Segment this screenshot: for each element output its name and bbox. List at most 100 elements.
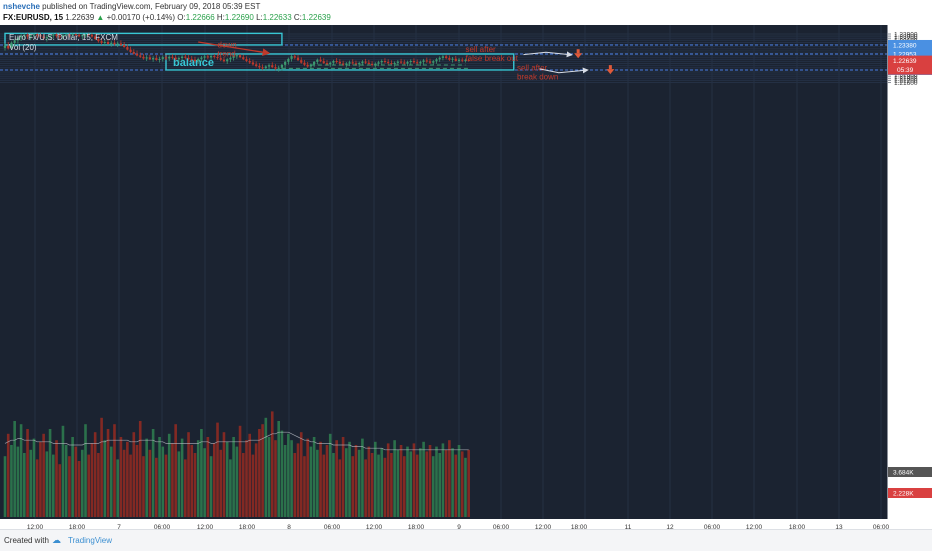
volume-bar [145, 438, 148, 517]
candle-body [100, 41, 103, 43]
price-badge [888, 55, 932, 75]
volume-bar [277, 421, 280, 517]
candle-body [23, 34, 26, 36]
break-down-arrow [539, 67, 589, 74]
volume-bar [248, 433, 252, 517]
time-tick-label: 12 [666, 524, 674, 531]
candle-body [26, 34, 29, 37]
volume-bar [164, 454, 168, 517]
candle-body [77, 34, 81, 37]
candle-body [383, 61, 387, 63]
volume-ma [4, 431, 469, 451]
candle-body [232, 56, 235, 58]
candle-body [222, 59, 226, 62]
volume-bar [448, 440, 451, 517]
candle-body [380, 61, 383, 63]
volume-bar [238, 425, 242, 517]
volume-bar [254, 443, 258, 517]
volume-bar [77, 461, 81, 517]
volume-bar [10, 445, 13, 517]
author-link[interactable]: nshevche [3, 2, 40, 11]
candle-body [55, 34, 58, 36]
candle-body [7, 45, 10, 49]
tradingview-brand[interactable]: TradingView [68, 536, 113, 545]
candle-body [174, 57, 177, 60]
candle-body [216, 56, 219, 59]
candle-body [74, 34, 77, 35]
volume-bar [158, 437, 161, 517]
volume-bar [428, 445, 432, 517]
volume-bar [155, 457, 158, 517]
high-label: H: [216, 13, 225, 22]
candle-body [258, 66, 261, 68]
time-tick-label: 18:00 [408, 524, 425, 531]
chart-plot-area[interactable]: balance down trend sell after false break o… [0, 25, 887, 519]
candle-body [342, 63, 345, 65]
candle-body [416, 62, 419, 64]
volume-bar [52, 454, 55, 517]
volume-bar [229, 459, 232, 517]
candle-body [152, 58, 155, 60]
level-badge-label: 1.22953 [893, 51, 917, 58]
candle-body [277, 67, 280, 69]
volume-bar [377, 454, 380, 517]
candle-body [161, 57, 164, 59]
time-tick-label: 18:00 [571, 524, 588, 531]
time-tick-label: 06:00 [704, 524, 721, 531]
volume-bar [55, 440, 58, 517]
volume-bar [354, 445, 358, 517]
volume-bar [45, 451, 49, 517]
volume-bar [338, 459, 342, 517]
volume-bar [425, 451, 429, 517]
volume-bar [174, 424, 177, 517]
time-tick-label: 18:00 [239, 524, 256, 531]
price-axis-svg: 1.239001.238001.237001.236001.235001.234… [888, 32, 932, 498]
sell-marker-stem [576, 49, 580, 54]
candle-body [203, 56, 206, 58]
candle-body [438, 57, 441, 60]
candle-body [393, 62, 396, 65]
volume-bar [126, 441, 129, 517]
volume-bar [390, 453, 393, 517]
candle-body [16, 37, 19, 41]
volume-bar [32, 438, 36, 517]
volume-bar [441, 443, 445, 517]
candle-body [261, 67, 264, 69]
candle-body [226, 59, 229, 62]
volume-bar [306, 438, 309, 517]
time-tick-label: 13 [835, 524, 843, 531]
candle-body [116, 43, 119, 45]
candle-body [300, 60, 303, 63]
price-axis[interactable]: 1.239001.238001.237001.236001.235001.234… [887, 25, 932, 519]
candle-body [113, 42, 116, 45]
candle-body [187, 57, 190, 59]
balance-zone-box [165, 53, 515, 71]
annotation-text: sell after [517, 63, 548, 72]
candle-body [255, 64, 258, 67]
volume-bar [409, 451, 413, 517]
volume-bar [283, 445, 287, 517]
candle-body [148, 57, 151, 60]
candle-body [13, 40, 16, 43]
volume-bar [16, 446, 20, 517]
candle-body [65, 34, 68, 36]
volume-bar [219, 449, 223, 517]
price-badge-time: 05:39 [897, 67, 914, 74]
candle-body [39, 34, 42, 37]
volume-bar [399, 445, 403, 517]
volume-bar [203, 448, 206, 517]
volume-bar [232, 437, 235, 517]
time-tick-label: 11 [625, 524, 632, 531]
candle-body [293, 56, 296, 58]
price-tick-label: 1.21800 [894, 76, 918, 83]
time-axis[interactable]: 12:00 18:00 7 06:00 12:00 18:00 8 06:00 12:00 18:… [0, 519, 932, 531]
price-badge-label: 2.228K [893, 491, 914, 498]
volume-bar [196, 440, 200, 517]
candle-body [264, 66, 267, 69]
volume-bar [177, 451, 181, 517]
candle-body [325, 63, 329, 65]
created-with-text: Created with [4, 536, 49, 545]
candle-body [306, 64, 309, 67]
candle-body [464, 59, 467, 61]
